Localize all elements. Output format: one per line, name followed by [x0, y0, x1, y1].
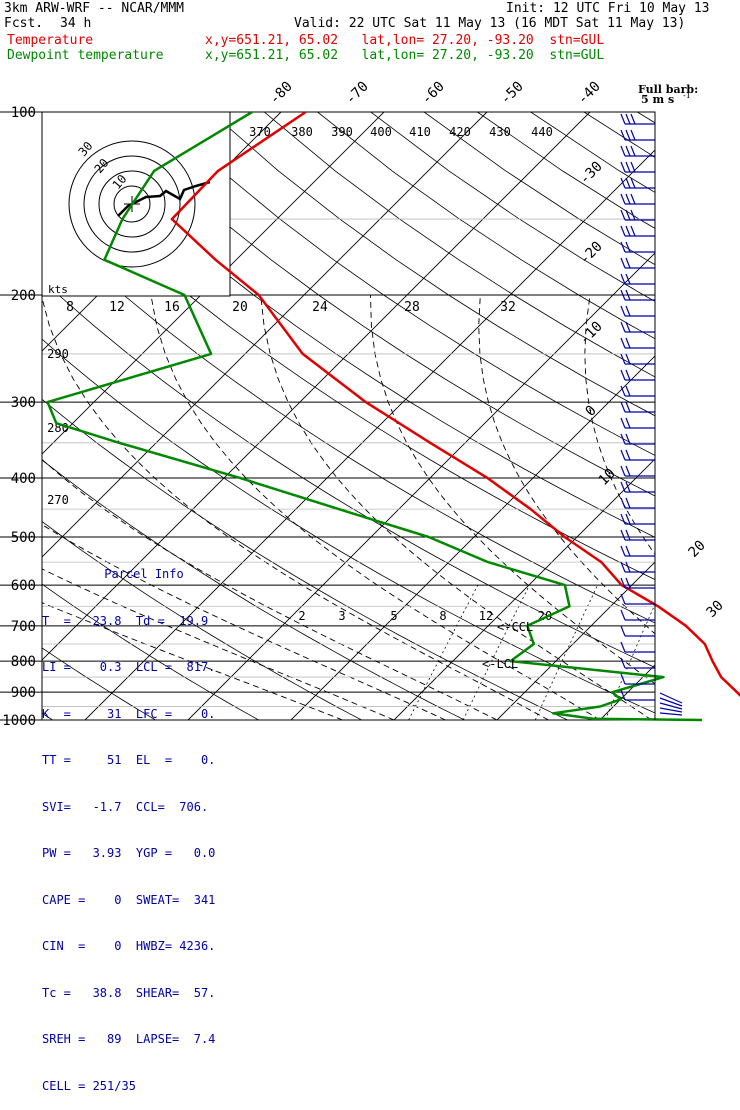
theta-e-label: 410	[409, 125, 431, 139]
pressure-tick-label: 300	[11, 395, 36, 411]
speed-scale-label: 20	[232, 300, 248, 315]
dewpoint-legend-label: Dewpoint temperature	[7, 48, 164, 63]
speed-scale-label: 24	[312, 300, 328, 315]
temperature-legend-label: Temperature	[7, 33, 93, 48]
dewpoint-legend-info: x,y=651.21, 65.02 lat,lon= 27.20, -93.20…	[205, 48, 604, 63]
parcel-row: CELL = 251/35	[42, 1079, 236, 1095]
mixing-ratio-label: 2	[298, 609, 305, 623]
pressure-tick-label: 900	[11, 685, 36, 701]
barb-legend-superscript: -1	[683, 91, 691, 100]
pressure-tick-label: 800	[11, 654, 36, 670]
pressure-tick-label: 700	[11, 619, 36, 635]
parcel-row: CIN = 0 HWBZ= 4236.	[42, 939, 236, 955]
speed-scale-label: 28	[404, 300, 420, 315]
valid-time: Valid: 22 UTC Sat 11 May 13 (16 MDT Sat …	[294, 16, 685, 31]
mixing-ratio-label: 8	[439, 609, 446, 623]
ccl-label: <-CCL	[497, 620, 533, 634]
pressure-tick-label: 400	[11, 471, 36, 487]
speed-scale-label: 8	[66, 300, 74, 315]
theta-label: 290	[47, 347, 69, 361]
theta-label: 270	[47, 493, 69, 507]
parcel-row: TT = 51 EL = 0.	[42, 753, 236, 769]
theta-e-label: 380	[291, 125, 313, 139]
forecast-label: Fcst.	[4, 16, 43, 31]
theta-e-label: 420	[449, 125, 471, 139]
barb-legend-line2: 5 m s	[641, 93, 674, 106]
parcel-row: K = 31 LFC = 0.	[42, 707, 236, 723]
pressure-tick-label: 200	[11, 288, 36, 304]
theta-e-label: 440	[531, 125, 553, 139]
pressure-tick-label: 100	[11, 105, 36, 121]
parcel-row: PW = 3.93 YGP = 0.0	[42, 846, 236, 862]
mixing-ratio-label: 5	[390, 609, 397, 623]
theta-e-label: 400	[370, 125, 392, 139]
pressure-tick-label: 500	[11, 530, 36, 546]
parcel-row: SVI= -1.7 CCL= 706.	[42, 800, 236, 816]
theta-e-label: 390	[331, 125, 353, 139]
parcel-row: LI = 0.3 LCL = 817.	[42, 660, 236, 676]
pressure-tick-label: 600	[11, 578, 36, 594]
mixing-ratio-label: 12	[479, 609, 493, 623]
forecast-hour: 34 h	[60, 16, 91, 31]
temperature-legend-info: x,y=651.21, 65.02 lat,lon= 27.20, -93.20…	[205, 33, 604, 48]
parcel-row: T = 23.8 Td = 19.9	[42, 614, 236, 630]
hodograph-units: kts	[48, 283, 68, 296]
pressure-tick-label: 1000	[2, 713, 36, 729]
speed-scale-label: 32	[500, 300, 516, 315]
mixing-ratio-label: 3	[338, 609, 345, 623]
parcel-row: Tc = 38.8 SHEAR= 57.	[42, 986, 236, 1002]
lcl-label: <-LCL	[482, 657, 518, 671]
speed-scale-label: 12	[109, 300, 125, 315]
parcel-row: CAPE = 0 SWEAT= 341	[42, 893, 236, 909]
speed-scale-label: 16	[164, 300, 180, 315]
parcel-info-panel: Parcel Info T = 23.8 Td = 19.9 LI = 0.3 …	[42, 536, 236, 732]
theta-e-label: 430	[489, 125, 511, 139]
init-time: Init: 12 UTC Fri 10 May 13	[506, 1, 710, 16]
model-title: 3km ARW-WRF -- NCAR/MMM	[4, 1, 184, 16]
parcel-row: SREH = 89 LAPSE= 7.4	[42, 1032, 236, 1048]
parcel-info-title: Parcel Info	[42, 567, 236, 583]
